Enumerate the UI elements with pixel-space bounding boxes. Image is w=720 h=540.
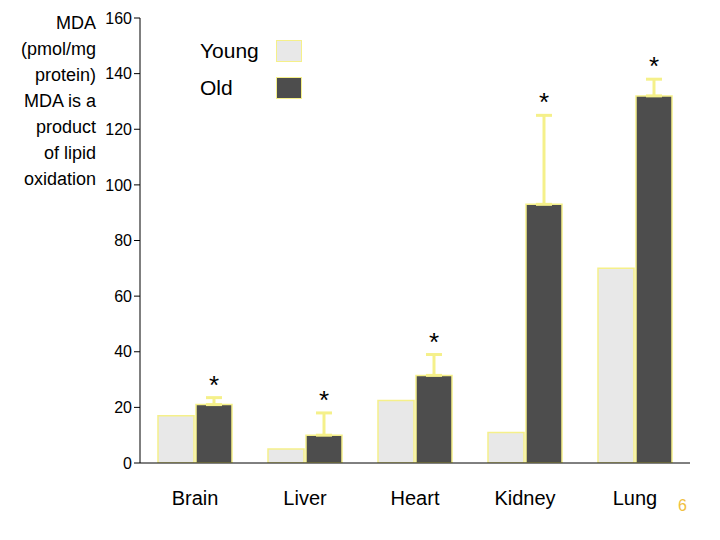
svg-text:*: * bbox=[319, 385, 329, 415]
svg-text:Kidney: Kidney bbox=[494, 487, 555, 509]
html-text:Young: Young bbox=[200, 38, 259, 62]
svg-text:100: 100 bbox=[105, 177, 132, 194]
svg-text:120: 120 bbox=[105, 121, 132, 138]
html-text:protein): protein) bbox=[35, 65, 96, 85]
svg-text:Heart: Heart bbox=[391, 487, 440, 509]
html-text:(pmol/mg: (pmol/mg bbox=[21, 39, 96, 59]
svg-text:*: * bbox=[209, 370, 219, 400]
html-text:6: 6 bbox=[678, 497, 687, 514]
svg-text:40: 40 bbox=[114, 343, 132, 360]
html-text:MDA is a: MDA is a bbox=[24, 91, 96, 111]
svg-text:0: 0 bbox=[123, 455, 132, 472]
svg-text:*: * bbox=[429, 327, 439, 357]
html-text:oxidation: oxidation bbox=[23, 169, 96, 189]
svg-text:60: 60 bbox=[114, 288, 132, 305]
svg-text:Liver: Liver bbox=[283, 487, 327, 509]
html-text:Old: Old bbox=[200, 75, 233, 99]
svg-text:*: * bbox=[539, 87, 549, 117]
html-text:MDA: MDA bbox=[56, 13, 96, 33]
html-text:product: product bbox=[36, 117, 96, 137]
svg-text:Lung: Lung bbox=[613, 487, 658, 509]
svg-text:20: 20 bbox=[114, 399, 132, 416]
svg-text:140: 140 bbox=[105, 65, 132, 82]
svg-text:80: 80 bbox=[114, 232, 132, 249]
html-text:of lipid: of lipid bbox=[44, 143, 96, 163]
svg-text:Brain: Brain bbox=[172, 487, 219, 509]
svg-text:160: 160 bbox=[105, 10, 132, 27]
svg-text:*: * bbox=[649, 51, 659, 81]
